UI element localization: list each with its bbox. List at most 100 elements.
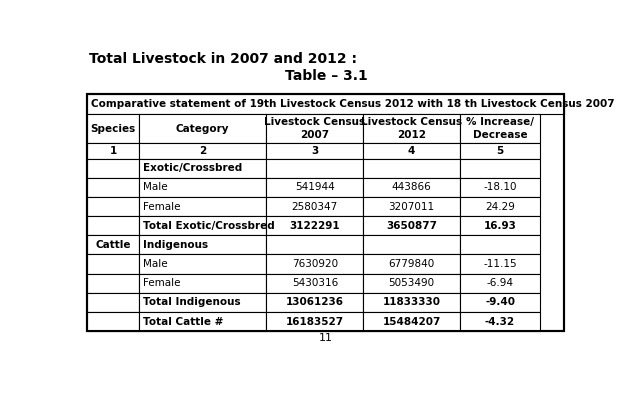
Bar (139, 114, 266, 143)
Text: 5: 5 (496, 146, 504, 156)
Bar (87, 274, 139, 293)
Bar (87, 254, 139, 274)
Text: Table – 3.1: Table – 3.1 (284, 69, 368, 83)
Text: 1: 1 (109, 146, 116, 156)
Bar (363, 216, 460, 235)
Bar (87, 114, 139, 143)
Bar (87, 216, 139, 235)
Bar (87, 94, 564, 331)
Text: Indigenous: Indigenous (142, 240, 208, 250)
Bar (266, 216, 363, 235)
Bar (87, 178, 139, 197)
Bar (87, 143, 139, 159)
Text: Total Exotic/Crossbred: Total Exotic/Crossbred (142, 221, 274, 231)
Bar (460, 197, 540, 216)
Bar (460, 293, 540, 312)
Bar (363, 114, 460, 143)
Bar (460, 312, 540, 331)
Bar (363, 254, 460, 274)
Bar (363, 178, 460, 197)
Text: 15484207: 15484207 (382, 316, 441, 326)
Text: 11833330: 11833330 (383, 297, 441, 307)
Text: Total Indigenous: Total Indigenous (142, 297, 240, 307)
Text: 5053490: 5053490 (389, 278, 434, 288)
Bar (363, 143, 460, 159)
Text: 2580347: 2580347 (292, 201, 338, 212)
Bar (139, 159, 266, 178)
Text: 6779840: 6779840 (389, 259, 435, 269)
Bar (139, 143, 266, 159)
Bar (363, 159, 460, 178)
Text: % Increase/
Decrease: % Increase/ Decrease (466, 117, 534, 140)
Text: Comparative statement of 19th Livestock Census 2012 with 18 th Livestock Census : Comparative statement of 19th Livestock … (91, 99, 615, 109)
Bar (460, 114, 540, 143)
Text: Total Cattle #: Total Cattle # (142, 316, 223, 326)
Text: -18.10: -18.10 (483, 182, 517, 192)
Bar (87, 94, 564, 331)
Bar (266, 235, 363, 254)
Bar (266, 159, 363, 178)
Text: 541944: 541944 (295, 182, 335, 192)
Text: Species: Species (90, 124, 135, 134)
Text: Female: Female (142, 278, 180, 288)
Text: Total Livestock in 2007 and 2012 :: Total Livestock in 2007 and 2012 : (89, 53, 357, 66)
Text: Male: Male (142, 259, 167, 269)
Bar (139, 216, 266, 235)
Bar (363, 293, 460, 312)
Text: -6.94: -6.94 (487, 278, 513, 288)
Text: 3650877: 3650877 (386, 221, 437, 231)
Text: 2: 2 (199, 146, 206, 156)
Text: Category: Category (176, 124, 230, 134)
Text: Male: Male (142, 182, 167, 192)
Text: 3: 3 (311, 146, 319, 156)
Text: -11.15: -11.15 (483, 259, 517, 269)
Text: 16.93: 16.93 (483, 221, 516, 231)
Bar (87, 159, 139, 178)
Bar (266, 293, 363, 312)
Bar (139, 254, 266, 274)
Bar (460, 178, 540, 197)
Text: -9.40: -9.40 (485, 297, 515, 307)
Bar (460, 254, 540, 274)
Text: 13061236: 13061236 (286, 297, 344, 307)
Bar (87, 235, 139, 254)
Bar (363, 274, 460, 293)
Bar (87, 197, 139, 216)
Bar (266, 143, 363, 159)
Bar (460, 235, 540, 254)
Text: 4: 4 (408, 146, 415, 156)
Text: 11: 11 (319, 334, 333, 343)
Bar (266, 197, 363, 216)
Bar (266, 274, 363, 293)
Bar (266, 312, 363, 331)
Bar (87, 94, 564, 114)
Bar (460, 143, 540, 159)
Text: Female: Female (142, 201, 180, 212)
Text: 443866: 443866 (392, 182, 431, 192)
Text: 3122291: 3122291 (289, 221, 340, 231)
Bar (363, 197, 460, 216)
Bar (266, 178, 363, 197)
Text: 5430316: 5430316 (292, 278, 338, 288)
Text: 24.29: 24.29 (485, 201, 515, 212)
Text: 3207011: 3207011 (389, 201, 434, 212)
Bar (460, 274, 540, 293)
Bar (139, 178, 266, 197)
Bar (363, 235, 460, 254)
Bar (87, 293, 139, 312)
Bar (87, 312, 139, 331)
Bar (266, 114, 363, 143)
Text: Livestock Census
2007: Livestock Census 2007 (265, 117, 366, 140)
Bar (139, 235, 266, 254)
Text: Cattle: Cattle (95, 240, 131, 250)
Text: -4.32: -4.32 (485, 316, 515, 326)
Bar (139, 274, 266, 293)
Bar (363, 312, 460, 331)
Bar (460, 159, 540, 178)
Bar (139, 312, 266, 331)
Text: 7630920: 7630920 (292, 259, 338, 269)
Text: 16183527: 16183527 (286, 316, 344, 326)
Bar (139, 197, 266, 216)
Bar (460, 216, 540, 235)
Bar (139, 293, 266, 312)
